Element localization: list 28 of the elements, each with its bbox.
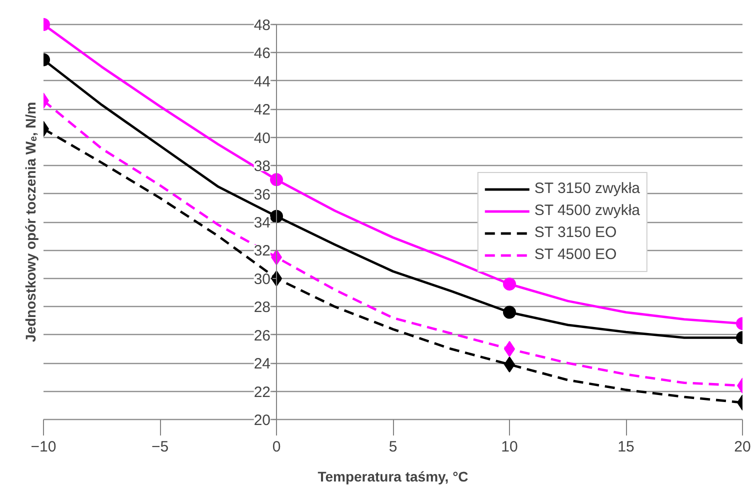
x-axis-title: Temperatura taśmy, °C <box>318 468 468 484</box>
legend-label: ST 4500 zwykła <box>534 202 640 219</box>
y-axis-title: Jednostkowy opór toczenia Wₑ, N/m <box>22 102 38 342</box>
y-tick-label: 44 <box>254 73 271 90</box>
x-tick-label: 15 <box>618 438 634 456</box>
y-tick-label: 24 <box>254 356 271 373</box>
x-tick-label: −10 <box>30 438 56 456</box>
y-tick-label: 48 <box>254 17 271 34</box>
x-tick-label: 5 <box>388 438 398 456</box>
y-tick-label: 28 <box>254 299 271 316</box>
y-tick-label: 20 <box>254 412 271 429</box>
x-tick-label: −5 <box>151 438 169 456</box>
y-tick-label: 32 <box>254 242 271 260</box>
x-tick-label: 0 <box>272 438 281 456</box>
legend-label: ST 3150 EO <box>534 224 617 241</box>
y-tick-label: 38 <box>254 158 271 176</box>
y-tick-label: 42 <box>254 102 271 119</box>
x-tick-label: 20 <box>734 438 751 456</box>
legend-label: ST 4500 EO <box>534 246 617 263</box>
y-tick-label: 34 <box>254 214 271 232</box>
y-tick-label: 46 <box>254 45 271 62</box>
x-tick-label: 10 <box>501 438 518 456</box>
y-tick-label: 22 <box>254 384 271 401</box>
y-tick-label: 40 <box>254 130 271 147</box>
legend-label: ST 3150 zwykła <box>534 180 640 197</box>
y-tick-label: 36 <box>254 186 271 204</box>
y-tick-label: 26 <box>254 327 271 344</box>
y-tick-label: 30 <box>254 270 271 288</box>
